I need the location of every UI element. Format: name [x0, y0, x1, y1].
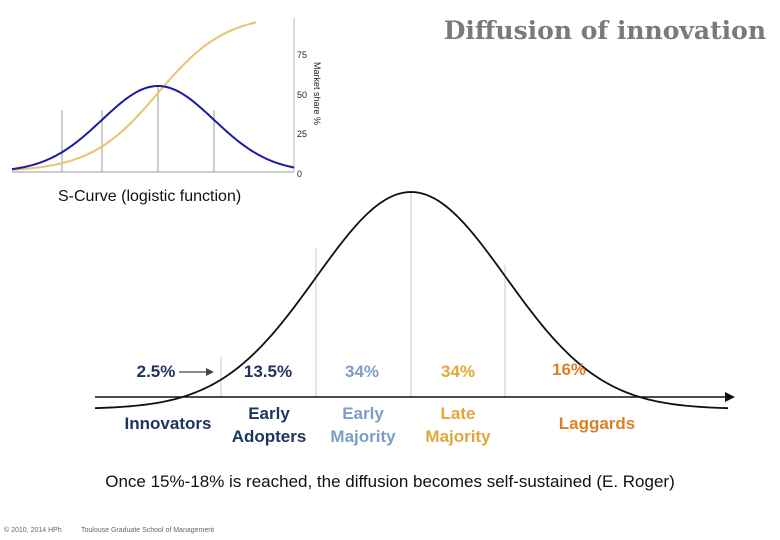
- bell-curve-line: [94, 191, 729, 410]
- s-curve-line: [11, 21, 257, 171]
- percent-early-adopters: 13.5%: [244, 362, 292, 381]
- label-late-majority-line1: Late: [441, 404, 476, 423]
- footer-copyright: © 2010, 2014 HPh: [4, 526, 62, 534]
- footer-school: Toulouse Graduate School of Management: [81, 527, 214, 534]
- ytick-25: 25: [297, 129, 307, 139]
- percent-late-majority: 34%: [441, 362, 475, 381]
- ytick-75: 75: [297, 50, 307, 60]
- innovators-arrow-head: [206, 368, 214, 376]
- label-early-adopters-line1: Early: [248, 404, 290, 423]
- label-early-adopters-line2: Adopters: [232, 427, 307, 446]
- label-innovators: Innovators: [125, 414, 212, 433]
- label-laggards: Laggards: [559, 414, 636, 433]
- page-title: Diffusion of innovation: [444, 16, 766, 45]
- s-curve-caption: S-Curve (logistic function): [58, 188, 241, 205]
- axis-arrowhead: [725, 392, 735, 402]
- s-curve-chart: 75 50 25 0 Market share % S-Curve (logis…: [11, 18, 322, 205]
- ytick-0: 0: [297, 169, 302, 179]
- y-axis-label: Market share %: [312, 62, 322, 125]
- adoption-bell-chart: [94, 191, 735, 410]
- ytick-50: 50: [297, 90, 307, 100]
- percent-innovators: 2.5%: [137, 362, 176, 381]
- label-early-majority-line1: Early: [342, 404, 384, 423]
- percent-laggards: 16%: [552, 360, 586, 379]
- s-curve-bell-line: [11, 84, 295, 171]
- self-sustained-note: Once 15%-18% is reached, the diffusion b…: [105, 472, 674, 491]
- label-late-majority-line2: Majority: [425, 427, 491, 446]
- percent-early-majority: 34%: [345, 362, 379, 381]
- label-early-majority-line2: Majority: [330, 427, 396, 446]
